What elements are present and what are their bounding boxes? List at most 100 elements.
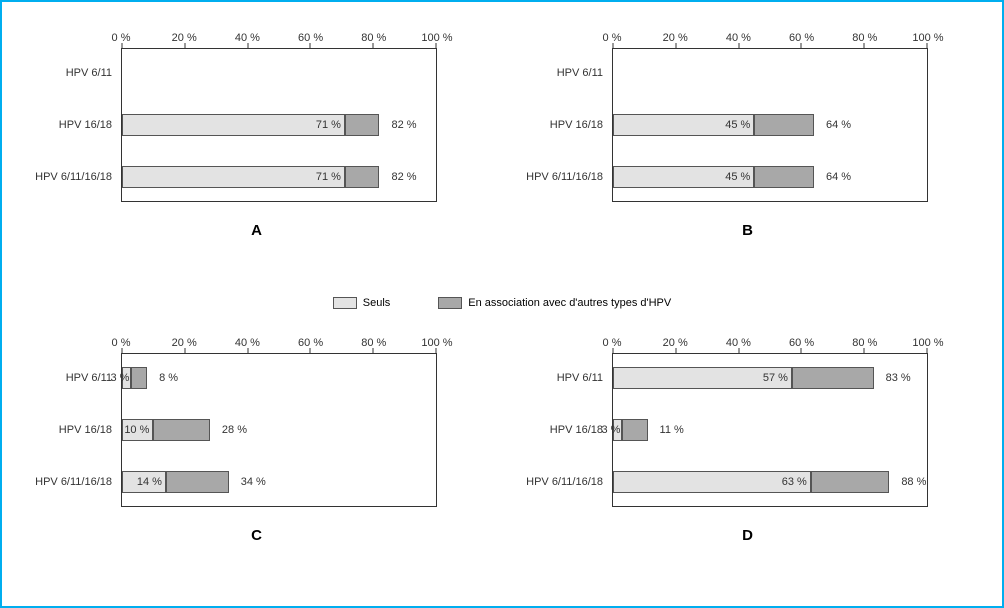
panel-letter-A: A [16,222,497,239]
plot-area: HPV 6/11HPV 16/1845 %64 %HPV 6/11/16/184… [612,48,928,202]
x-axis: 0 %20 %40 %60 %80 %100 % [121,337,437,353]
category-label: HPV 6/11 [508,367,608,389]
x-tick-mark [184,348,185,354]
panel-C: 0 %20 %40 %60 %80 %100 % HPV 6/113 %8 % HP… [16,325,497,592]
value-label-total: 28 % [222,419,247,441]
legend-swatch-seuls [333,297,357,309]
panel-letter-D: D [507,527,988,544]
bar-segment-assoc [153,419,210,441]
value-label-seuls: 3 % [110,367,129,389]
category-label: HPV 6/11 [17,62,117,84]
value-label-seuls: 45 % [725,166,750,188]
bar-segment-assoc [622,419,647,441]
x-tick-label: 80 % [361,337,386,349]
x-tick-mark [247,43,248,49]
x-tick-mark [738,348,739,354]
legend-label-seuls: Seuls [363,297,391,309]
bar-row: HPV 6/1157 %83 % [613,367,927,389]
value-label-total: 8 % [159,367,178,389]
value-label-total: 88 % [901,471,926,493]
x-tick-mark [247,348,248,354]
plot-area: HPV 6/1157 %83 %HPV 16/183 %11 %HPV 6/11… [612,353,928,507]
category-label: HPV 16/18 [17,419,117,441]
x-tick-mark [184,43,185,49]
x-axis: 0 %20 %40 %60 %80 %100 % [612,32,928,48]
bar-row: HPV 6/113 %8 % [122,367,436,389]
x-tick-mark [436,348,437,354]
x-tick-mark [927,348,928,354]
bar-row: HPV 6/11 [613,62,927,84]
x-tick-mark [122,348,123,354]
bar-segment-assoc [131,367,147,389]
bar-segment-assoc [754,114,814,136]
x-tick-mark [675,43,676,49]
value-label-total: 82 % [391,166,416,188]
legend-item-seuls: Seuls [333,297,391,309]
bar-segment-assoc [166,471,229,493]
bar-row: HPV 6/11/16/1863 %88 % [613,471,927,493]
chart-frame: 0 %20 %40 %60 %80 %100 %HPV 6/11HPV 16/1… [0,0,1004,608]
x-tick-mark [927,43,928,49]
x-tick-mark [310,43,311,49]
x-tick-label: 100 % [421,32,452,44]
plot-B: 0 %20 %40 %60 %80 %100 % HPV 6/11 HPV 16/1… [507,20,988,220]
x-tick-mark [801,43,802,49]
panel-letter-B: B [507,222,988,239]
panel-A: 0 %20 %40 %60 %80 %100 %HPV 6/11HPV 16/1… [16,20,497,287]
value-label-seuls: 3 % [601,419,620,441]
value-label-seuls: 57 % [763,367,788,389]
bar-row: HPV 6/11/16/1871 %82 % [122,166,436,188]
bar-row: HPV 16/1845 %64 % [613,114,927,136]
bar-row: HPV 6/11/16/1845 %64 % [613,166,927,188]
bar-row: HPV 6/11 [122,62,436,84]
category-label: HPV 16/18 [508,114,608,136]
legend-item-assoc: En association avec d'autres types d'HPV [438,297,671,309]
plot-area: HPV 6/113 %8 %HPV 16/1810 %28 %HPV 6/11/… [121,353,437,507]
value-label-total: 64 % [826,114,851,136]
value-label-seuls: 71 % [316,114,341,136]
x-tick-mark [122,43,123,49]
x-tick-mark [373,348,374,354]
x-tick-mark [613,348,614,354]
value-label-total: 34 % [241,471,266,493]
x-tick-mark [675,348,676,354]
x-tick-label: 80 % [852,32,877,44]
panel-B: 0 %20 %40 %60 %80 %100 % HPV 6/11 HPV 16/1… [507,20,988,287]
value-label-total: 82 % [391,114,416,136]
x-tick-label: 80 % [852,337,877,349]
bar-segment-seuls [122,166,345,188]
bar-row: HPV 16/1810 %28 % [122,419,436,441]
value-label-total: 83 % [886,367,911,389]
bar-row: HPV 6/11/16/1814 %34 % [122,471,436,493]
x-axis: 0 %20 %40 %60 %80 %100 % [121,32,437,48]
value-label-seuls: 45 % [725,114,750,136]
value-label-seuls: 14 % [137,471,162,493]
plot-C: 0 %20 %40 %60 %80 %100 % HPV 6/113 %8 % HP… [16,325,497,525]
bar-segment-assoc [345,114,380,136]
bar-row: HPV 16/1871 %82 % [122,114,436,136]
value-label-seuls: 63 % [782,471,807,493]
x-tick-mark [864,348,865,354]
legend: Seuls En association avec d'autres types… [16,293,988,319]
x-tick-mark [864,43,865,49]
x-tick-label: 100 % [912,337,943,349]
category-label: HPV 16/18 [17,114,117,136]
category-label: HPV 6/11/16/18 [508,166,608,188]
legend-swatch-assoc [438,297,462,309]
bar-segment-assoc [792,367,874,389]
x-tick-mark [801,348,802,354]
x-tick-label: 80 % [361,32,386,44]
panel-D: 0 %20 %40 %60 %80 %100 %HPV 6/1157 %83 %… [507,325,988,592]
plot-D: 0 %20 %40 %60 %80 %100 %HPV 6/1157 %83 %… [507,325,988,525]
value-label-total: 64 % [826,166,851,188]
bar-segment-assoc [754,166,814,188]
value-label-total: 11 % [660,419,684,441]
x-tick-mark [373,43,374,49]
x-tick-label: 100 % [912,32,943,44]
plot-A: 0 %20 %40 %60 %80 %100 %HPV 6/11HPV 16/1… [16,20,497,220]
bar-segment-assoc [811,471,890,493]
category-label: HPV 6/11/16/18 [508,471,608,493]
x-tick-mark [310,348,311,354]
x-tick-mark [613,43,614,49]
bar-segment-assoc [345,166,380,188]
